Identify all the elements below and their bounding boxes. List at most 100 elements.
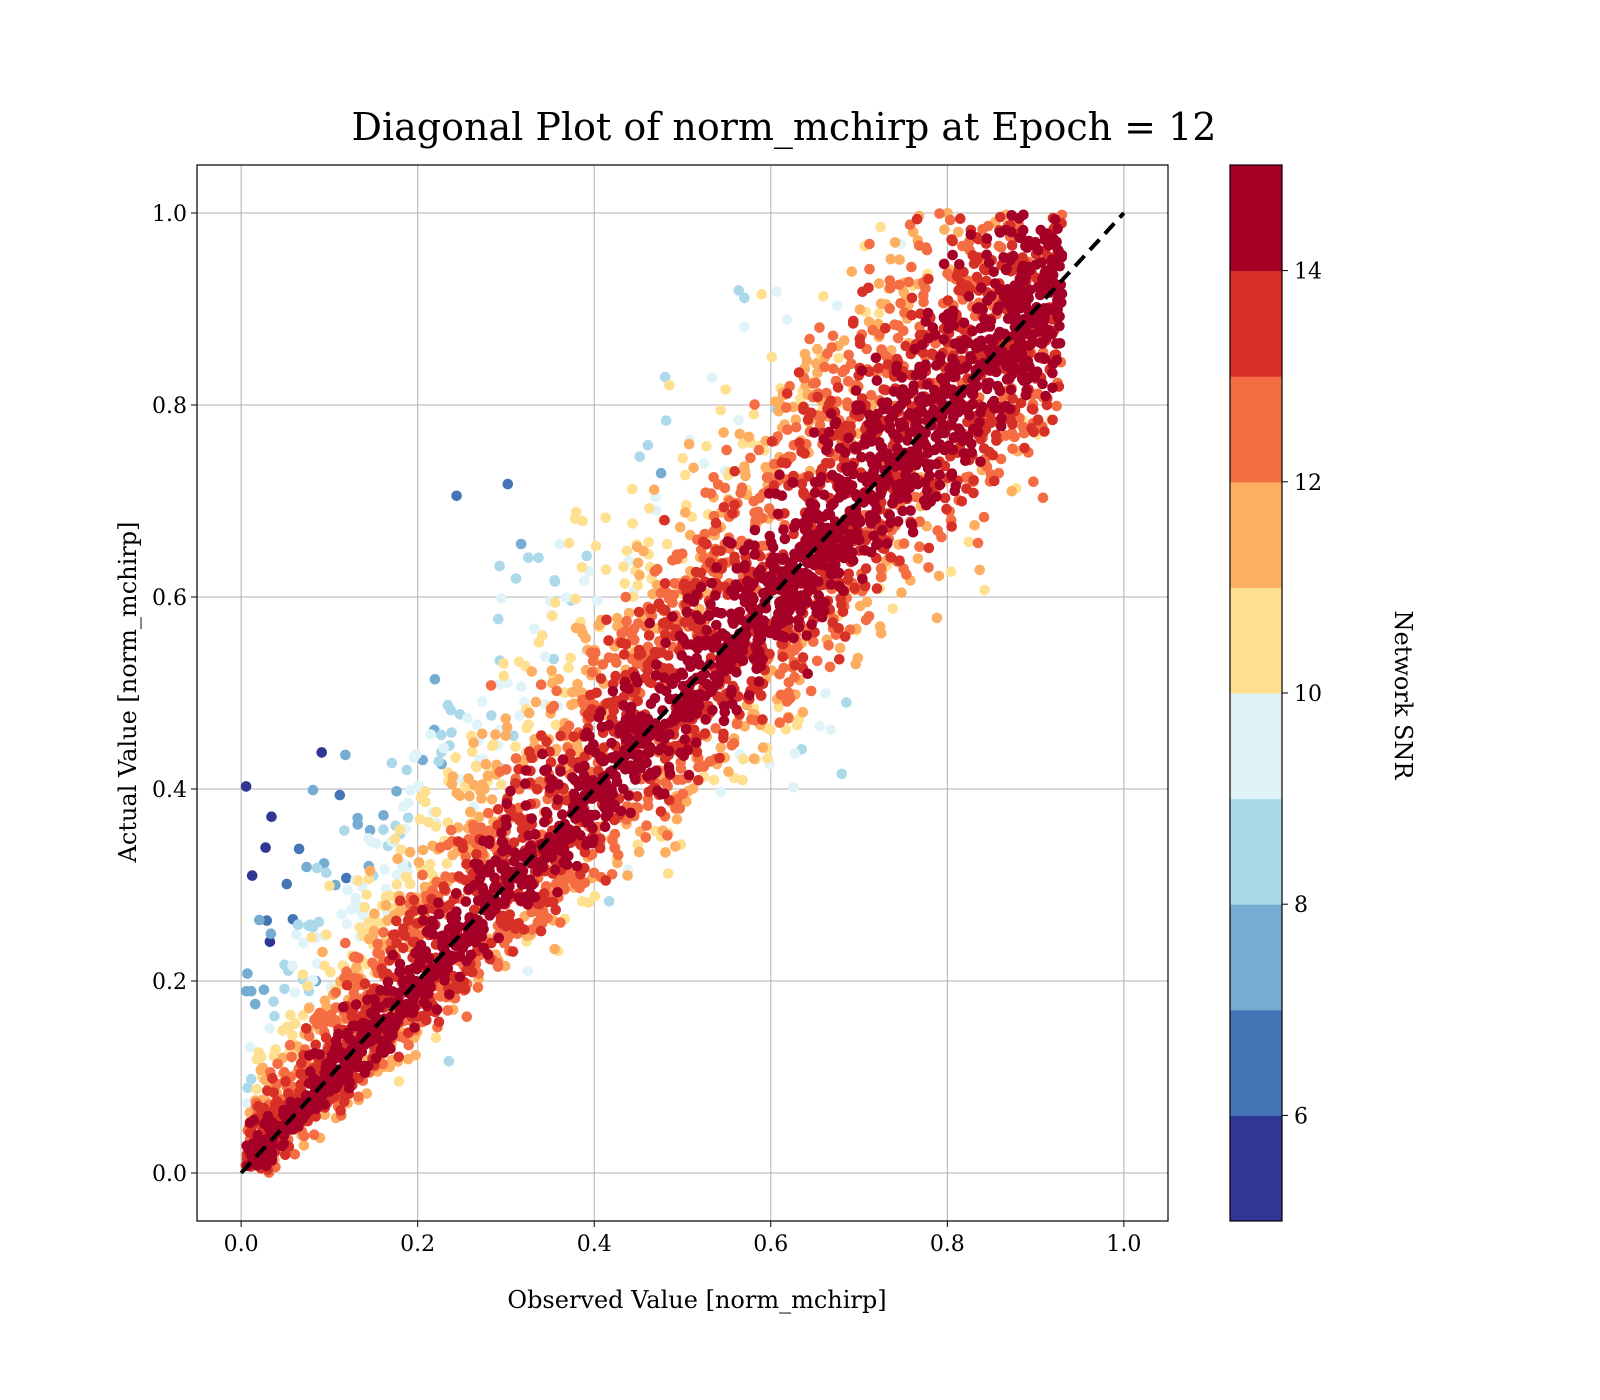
- data-point: [627, 631, 638, 643]
- data-point: [735, 487, 746, 499]
- data-point: [839, 447, 851, 458]
- data-point: [279, 983, 290, 995]
- data-point: [903, 276, 915, 288]
- data-point: [836, 545, 848, 557]
- data-point: [861, 596, 873, 608]
- data-point: [240, 781, 252, 792]
- data-point: [688, 724, 700, 736]
- data-point: [1019, 298, 1031, 309]
- data-point: [612, 849, 624, 861]
- data-point: [771, 286, 782, 298]
- data-point: [576, 562, 588, 573]
- data-point: [1000, 264, 1012, 276]
- data-point: [710, 590, 721, 601]
- data-point: [699, 728, 711, 739]
- data-point: [258, 984, 270, 996]
- data-point: [812, 391, 823, 403]
- data-point: [326, 1082, 338, 1093]
- data-point: [711, 619, 722, 631]
- data-point: [478, 942, 489, 954]
- data-point: [668, 589, 680, 601]
- data-point: [873, 308, 885, 319]
- data-point: [683, 769, 695, 781]
- data-point: [342, 884, 354, 896]
- data-point: [261, 1160, 272, 1172]
- data-point: [304, 1066, 316, 1077]
- data-point: [391, 786, 402, 797]
- data-point: [988, 395, 1000, 407]
- data-point: [909, 425, 921, 437]
- data-point: [533, 552, 544, 564]
- data-point: [789, 659, 801, 671]
- data-point: [654, 724, 666, 736]
- data-point: [756, 288, 767, 300]
- data-point: [359, 902, 371, 913]
- data-point: [498, 658, 509, 669]
- data-point: [969, 520, 980, 531]
- data-point: [401, 764, 413, 776]
- data-point: [430, 821, 442, 832]
- data-point: [923, 273, 934, 285]
- data-point: [892, 516, 904, 527]
- data-point: [855, 516, 866, 528]
- data-point: [796, 478, 808, 490]
- data-point: [313, 916, 325, 928]
- data-point: [642, 771, 653, 782]
- data-point: [698, 458, 710, 469]
- data-point: [462, 712, 473, 724]
- data-point: [569, 774, 581, 786]
- data-point: [655, 467, 667, 479]
- data-point: [743, 690, 755, 701]
- data-point: [860, 614, 872, 626]
- data-point: [623, 607, 635, 619]
- data-point: [854, 338, 866, 350]
- data-point: [450, 752, 461, 763]
- data-point: [945, 566, 957, 577]
- data-point: [501, 820, 512, 831]
- data-point: [496, 779, 507, 790]
- data-point: [718, 728, 729, 740]
- data-point: [829, 418, 841, 430]
- data-point: [336, 908, 347, 920]
- data-point: [972, 252, 984, 263]
- data-point: [321, 1058, 332, 1070]
- data-point: [1028, 476, 1039, 488]
- data-point: [395, 905, 407, 916]
- data-point: [509, 847, 520, 858]
- data-point: [824, 661, 836, 673]
- data-point: [850, 441, 861, 453]
- data-point: [527, 879, 538, 890]
- data-point: [402, 812, 414, 824]
- data-point: [870, 513, 882, 525]
- data-point: [262, 1121, 274, 1132]
- data-point: [1017, 224, 1029, 236]
- data-point: [496, 836, 508, 847]
- data-point: [647, 588, 658, 600]
- data-point: [660, 629, 671, 640]
- data-point: [577, 515, 588, 527]
- data-point: [711, 562, 722, 573]
- data-point: [773, 619, 784, 631]
- data-point: [968, 487, 979, 499]
- data-point: [582, 836, 593, 847]
- data-point: [1006, 427, 1018, 439]
- data-point: [715, 742, 727, 753]
- data-point: [1001, 374, 1013, 385]
- data-point: [762, 753, 773, 764]
- data-point: [451, 787, 463, 799]
- data-point: [579, 575, 590, 587]
- data-point: [292, 919, 304, 930]
- data-point: [522, 965, 533, 977]
- data-point: [825, 500, 837, 512]
- data-point: [808, 636, 819, 647]
- data-point: [935, 426, 946, 437]
- data-point: [625, 763, 637, 775]
- colorbar-tick-label: 10: [1294, 682, 1322, 707]
- data-point: [846, 358, 857, 370]
- data-point: [850, 385, 862, 396]
- data-point: [651, 659, 662, 670]
- data-point: [698, 536, 709, 548]
- data-point: [537, 748, 548, 760]
- data-point: [791, 577, 802, 589]
- data-point: [359, 978, 371, 989]
